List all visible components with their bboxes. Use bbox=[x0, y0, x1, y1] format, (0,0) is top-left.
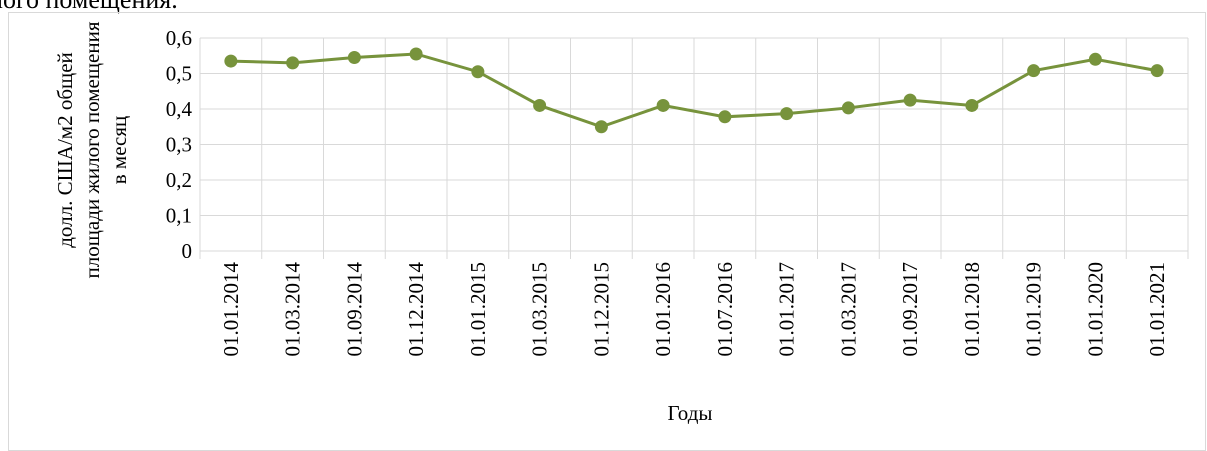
x-tick-label: 01.09.2017 bbox=[898, 262, 922, 357]
x-tick-label: 01.03.2014 bbox=[281, 262, 305, 357]
point bbox=[409, 47, 423, 61]
line bbox=[230, 52, 1158, 129]
point bbox=[1027, 64, 1041, 78]
x-tick-label: 01.03.2017 bbox=[836, 262, 860, 357]
y-tick-label: 0 bbox=[182, 239, 193, 263]
y-axis-title: площади жилого помещения bbox=[80, 21, 104, 278]
point bbox=[286, 56, 300, 70]
point bbox=[594, 120, 608, 134]
point bbox=[656, 98, 670, 112]
x-tick-label: 01.01.2019 bbox=[1022, 262, 1046, 357]
x-tick-label: 01.09.2014 bbox=[342, 262, 366, 357]
y-tick-label: 0,2 bbox=[166, 168, 192, 192]
y-tick-label: 0,4 bbox=[166, 97, 193, 121]
x-tick-label: 01.01.2014 bbox=[219, 262, 243, 357]
point bbox=[780, 107, 794, 121]
y-tick-label: 0,5 bbox=[166, 62, 192, 86]
context-text: лого помещения. bbox=[0, 0, 178, 14]
x-tick-label: 01.01.2015 bbox=[466, 262, 490, 357]
point bbox=[224, 54, 238, 68]
y-tick-label: 0,1 bbox=[166, 204, 192, 228]
x-tick-label: 01.01.2016 bbox=[651, 262, 675, 357]
x-tick-label: 01.01.2020 bbox=[1083, 262, 1107, 357]
point bbox=[347, 51, 361, 65]
point bbox=[533, 98, 547, 112]
y-tick-label: 0,6 bbox=[166, 26, 192, 50]
x-tick-label: 01.01.2021 bbox=[1145, 262, 1169, 357]
point bbox=[1150, 64, 1164, 78]
x-tick-label: 01.01.2018 bbox=[960, 262, 984, 357]
x-tick-label: 01.07.2016 bbox=[713, 262, 737, 357]
point bbox=[841, 101, 855, 115]
point bbox=[965, 98, 979, 112]
x-axis-title: Годы bbox=[668, 401, 713, 425]
y-tick-label: 0,3 bbox=[166, 133, 192, 157]
y-axis-title: в месяц bbox=[107, 116, 131, 185]
x-tick-label: 01.12.2014 bbox=[404, 262, 428, 357]
y-axis-title: долл. США/м2 общей bbox=[53, 52, 77, 248]
x-tick-label: 01.03.2015 bbox=[528, 262, 552, 357]
x-tick-label: 01.12.2015 bbox=[589, 262, 613, 357]
point bbox=[471, 65, 485, 79]
point bbox=[903, 93, 917, 107]
x-tick-label: 01.01.2017 bbox=[775, 262, 799, 357]
point bbox=[718, 110, 732, 124]
point bbox=[1088, 52, 1102, 66]
